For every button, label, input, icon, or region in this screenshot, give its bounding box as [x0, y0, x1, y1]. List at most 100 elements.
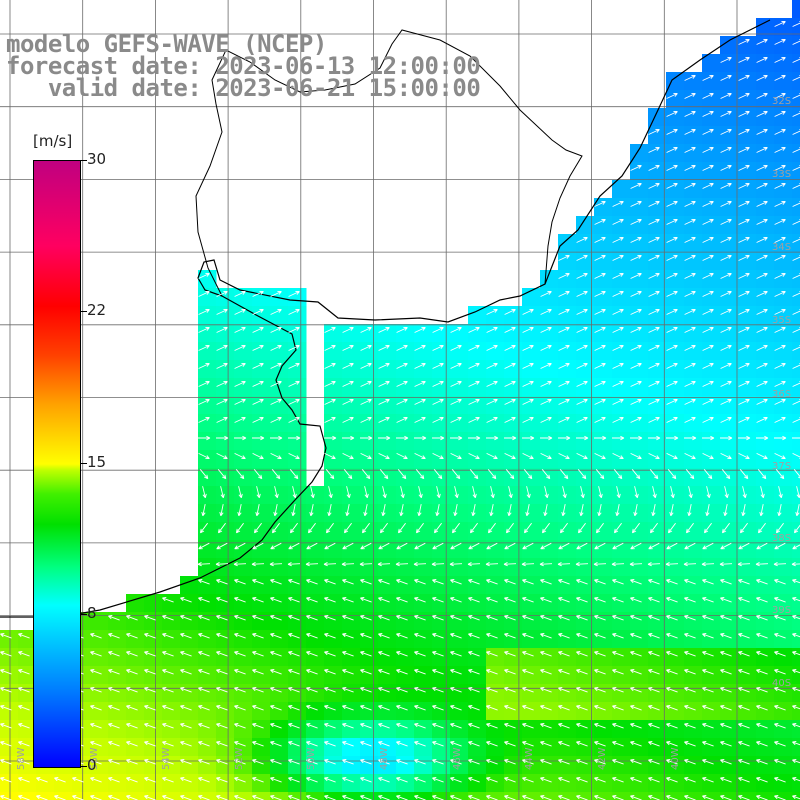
wind-cell — [738, 378, 757, 397]
wind-arrow — [486, 795, 498, 800]
wind-cell — [612, 540, 631, 559]
wind-arrow — [324, 362, 336, 369]
wind-arrow — [342, 542, 354, 550]
wind-arrow — [666, 398, 678, 405]
wind-cell — [450, 522, 469, 541]
wind-arrow — [216, 705, 228, 711]
wind-cell — [702, 576, 721, 595]
wind-cell — [630, 162, 649, 181]
wind-cell — [468, 324, 487, 343]
wind-cell — [648, 144, 667, 163]
wind-cell — [18, 648, 37, 667]
wind-arrow — [630, 362, 642, 369]
wind-arrow — [126, 651, 138, 657]
wind-arrow — [90, 651, 102, 657]
wind-cell — [666, 702, 685, 721]
wind-arrow — [468, 362, 480, 369]
wind-cell — [648, 738, 667, 757]
wind-cell — [234, 576, 253, 595]
wind-cell — [792, 198, 800, 217]
wind-arrow — [792, 326, 800, 333]
wind-cell — [90, 630, 109, 649]
wind-cell — [432, 360, 451, 379]
wind-arrow — [0, 777, 12, 783]
wind-arrow — [216, 416, 228, 423]
wind-arrow — [270, 705, 282, 711]
wind-arrow — [180, 759, 192, 765]
wind-arrow — [792, 110, 800, 117]
wind-cell — [234, 720, 253, 739]
wind-arrow — [468, 723, 480, 729]
wind-arrow — [252, 416, 264, 423]
wind-cell — [162, 792, 181, 800]
wind-arrow — [504, 723, 516, 729]
wind-cell — [288, 342, 307, 361]
wind-cell — [522, 414, 541, 433]
wind-arrow — [792, 182, 800, 189]
wind-arrow — [719, 562, 733, 567]
wind-arrow — [306, 579, 318, 585]
wind-cell — [432, 648, 451, 667]
lon-label: 56W — [89, 747, 100, 770]
wind-arrow — [396, 687, 408, 693]
wind-cell — [468, 360, 487, 379]
lon-label: 50W — [306, 747, 317, 770]
wind-arrow — [792, 615, 800, 620]
wind-cell — [576, 360, 595, 379]
wind-arrow — [756, 326, 768, 333]
wind-arrow — [666, 705, 678, 711]
wind-arrow — [432, 452, 444, 460]
wind-arrow — [486, 398, 498, 405]
wind-arrow — [306, 777, 318, 783]
lat-label: 40S — [772, 678, 791, 689]
wind-arrow — [360, 795, 372, 800]
wind-cell — [342, 630, 361, 649]
wind-cell — [630, 504, 649, 523]
wind-arrow — [343, 469, 353, 480]
wind-arrow — [558, 633, 570, 639]
wind-cell — [36, 774, 55, 793]
wind-cell — [756, 234, 775, 253]
wind-arrow — [522, 651, 534, 657]
wind-cell — [774, 450, 793, 469]
wind-arrow — [684, 308, 696, 315]
wind-arrow — [540, 435, 553, 441]
wind-cell — [666, 288, 685, 307]
wind-cell — [360, 666, 379, 685]
wind-arrow — [396, 326, 408, 333]
wind-arrow — [667, 469, 677, 480]
colorbar-tick — [81, 311, 87, 312]
wind-cell — [270, 414, 289, 433]
wind-cell — [486, 360, 505, 379]
lon-label: 42W — [597, 747, 608, 770]
wind-arrow — [504, 398, 516, 405]
wind-cell — [594, 594, 613, 613]
wind-cell — [126, 648, 145, 667]
wind-cell — [738, 792, 757, 800]
wind-cell — [252, 360, 271, 379]
wind-cell — [792, 234, 800, 253]
wind-cell — [774, 360, 793, 379]
wind-arrow — [360, 579, 372, 585]
wind-cell — [702, 234, 721, 253]
wind-cell — [738, 558, 757, 577]
wind-cell — [486, 432, 505, 451]
wind-arrow — [613, 522, 622, 534]
wind-cell — [792, 666, 800, 685]
wind-arrow — [774, 326, 786, 333]
wind-cell — [198, 756, 217, 775]
wind-cell — [18, 666, 37, 685]
wind-arrow — [180, 741, 192, 747]
wind-cell — [756, 630, 775, 649]
wind-arrow — [793, 469, 800, 479]
wind-arrow — [684, 669, 696, 675]
wind-arrow — [738, 272, 750, 279]
wind-cell — [612, 774, 631, 793]
wind-cell — [504, 666, 523, 685]
wind-cell — [306, 630, 325, 649]
wind-arrow — [576, 416, 588, 423]
wind-arrow — [234, 416, 246, 423]
wind-cell — [504, 306, 523, 325]
wind-arrow — [468, 398, 480, 405]
wind-cell — [630, 342, 649, 361]
